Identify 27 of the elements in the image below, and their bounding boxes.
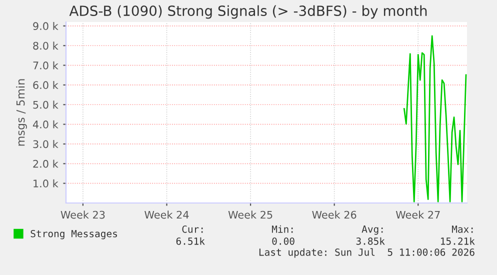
text: 0.00 bbox=[272, 237, 294, 245]
x-tick-label: Week 26 bbox=[312, 210, 356, 219]
chart-title: ADS-B (1090) Strong Signals (> -3dBFS) - by month bbox=[69, 5, 427, 19]
y-tick-label: 3.0 k bbox=[33, 140, 58, 148]
x-tick-label: Week 24 bbox=[144, 210, 189, 219]
y-tick-label: 8.0 k bbox=[33, 42, 58, 50]
y-tick-label: 2.0 k bbox=[33, 160, 58, 168]
x-tick-label: Week 27 bbox=[396, 210, 440, 219]
y-tick-label: 6.0 k bbox=[33, 81, 58, 90]
text: Cur: bbox=[182, 225, 203, 233]
y-tick-label: 7.0 k bbox=[33, 61, 58, 70]
text: Max: bbox=[452, 226, 473, 233]
x-tick-label: Week 25 bbox=[228, 210, 272, 219]
text: 15.21k bbox=[441, 237, 475, 245]
x-tick-label: Week 23 bbox=[60, 210, 105, 219]
y-tick-label: 1.0 k bbox=[34, 179, 58, 188]
text: Min: bbox=[272, 225, 293, 233]
y-tick-label: 4.0 k bbox=[32, 120, 58, 128]
text: 6.51k bbox=[176, 237, 205, 245]
y-tick-label: 9.0 k bbox=[33, 22, 58, 30]
text: Avg: bbox=[362, 226, 383, 235]
line-series bbox=[403, 35, 467, 202]
text: 3.85k bbox=[356, 237, 385, 245]
text: Last update: Sun Jul 5 11:00:06 2026 bbox=[259, 248, 474, 258]
y-tick-label: 5.0 k bbox=[33, 100, 58, 109]
legend-label: Strong Messages bbox=[30, 230, 117, 240]
y-axis-title: msgs / 5min bbox=[16, 79, 27, 146]
